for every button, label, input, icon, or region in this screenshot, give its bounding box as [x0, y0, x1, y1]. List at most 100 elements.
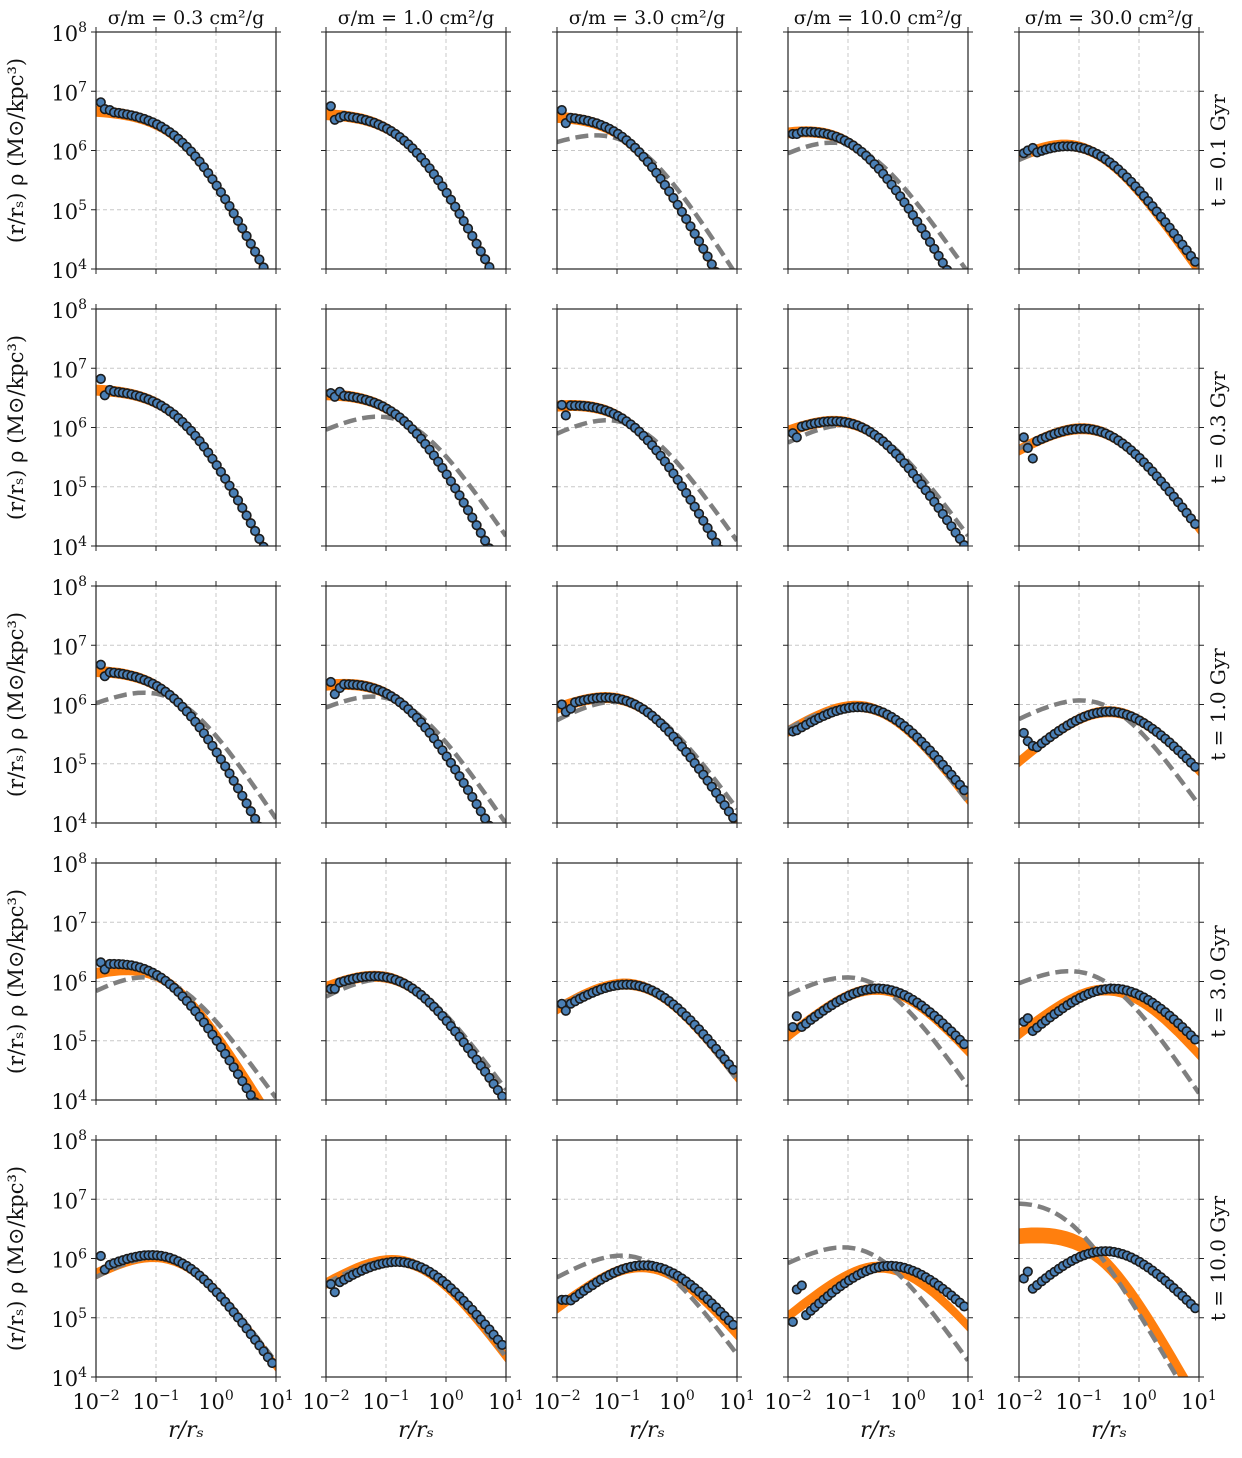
panel-frame	[556, 1139, 738, 1378]
data-point	[494, 836, 503, 845]
data-point	[268, 1127, 277, 1136]
data-point	[557, 399, 567, 411]
y-tick-label-exponent: 7	[78, 910, 87, 926]
data-point	[256, 821, 263, 823]
data-point	[1190, 518, 1199, 530]
data-point	[220, 761, 231, 772]
x-tick-label-base: 10	[533, 1390, 560, 1414]
panel-r1-c2	[321, 27, 511, 280]
x-tick-label: 100	[198, 1388, 234, 1414]
y-tick-label-base: 10	[51, 813, 78, 837]
data-point	[959, 785, 968, 796]
x-axis-label: r/rₛ	[860, 1418, 896, 1443]
y-tick-label-base: 10	[51, 1308, 78, 1332]
orange-band	[326, 678, 492, 823]
data-point	[245, 518, 256, 529]
data-point	[484, 262, 495, 269]
data-point	[676, 206, 688, 217]
y-tick-label-exponent: 5	[78, 198, 87, 214]
y-tick-label-base: 10	[51, 1090, 78, 1114]
x-tick-label: 101	[950, 1388, 986, 1414]
y-tick-label-exponent: 8	[78, 574, 87, 590]
x-tick-label: 10−1	[593, 1388, 640, 1414]
panel-data	[788, 1245, 968, 1362]
data-point	[237, 223, 248, 234]
data-point	[475, 527, 486, 539]
panel-data	[1019, 139, 1199, 269]
y-axis-label: (r/rₛ) ρ (M⊙/kpc³)	[4, 58, 28, 243]
data-point	[264, 551, 273, 560]
data-point	[467, 230, 478, 242]
y-tick-label-exponent: 4	[78, 257, 87, 273]
data-point	[224, 480, 235, 491]
x-tick-label-base: 10	[950, 1390, 977, 1414]
data-point	[96, 1250, 106, 1262]
data-point	[232, 495, 244, 506]
data-point	[96, 373, 106, 384]
y-tick-label-exponent: 7	[78, 633, 87, 649]
data-point	[1190, 761, 1199, 772]
data-point	[232, 215, 244, 226]
data-point	[258, 541, 269, 546]
data-point	[702, 251, 713, 262]
data-point	[728, 1064, 737, 1075]
panel-data	[788, 126, 968, 269]
panel-data	[557, 978, 737, 1084]
x-axis-label: r/rₛ	[398, 1418, 434, 1443]
y-axis-label: (r/rₛ) ρ (M⊙/kpc³)	[4, 1166, 28, 1351]
data-point	[1019, 432, 1029, 443]
data-point	[329, 1287, 340, 1298]
data-point	[725, 292, 734, 301]
panel-r3-c4	[783, 581, 973, 828]
x-tick-label-base: 10	[362, 1390, 389, 1414]
data-point	[255, 1105, 264, 1114]
y-tick-label: 104	[51, 534, 87, 560]
x-tick-label-base: 10	[132, 1390, 159, 1414]
panel-data	[96, 1249, 276, 1373]
data-point	[224, 768, 235, 779]
data-point	[250, 246, 261, 257]
x-tick-label-exponent: −2	[560, 1388, 581, 1404]
grey-dashed-line	[788, 1245, 968, 1362]
x-tick-label-exponent: −2	[329, 1388, 350, 1404]
data-point	[96, 659, 106, 670]
y-tick-label: 107	[51, 79, 87, 105]
y-tick-label-base: 10	[51, 972, 78, 996]
grey-dashed-line	[1019, 425, 1199, 533]
panel-frame	[556, 308, 738, 547]
data-point	[245, 806, 256, 817]
y-tick-label: 106	[51, 416, 87, 442]
panel-data	[1019, 1201, 1199, 1377]
x-tick-label-base: 10	[764, 1390, 791, 1414]
x-tick-label: 10−1	[362, 1388, 409, 1414]
data-point	[259, 830, 268, 839]
data-point	[489, 271, 498, 280]
x-tick-label-exponent: −2	[1022, 1388, 1043, 1404]
x-tick-label: 101	[719, 1388, 755, 1414]
panel-data	[1019, 698, 1199, 807]
y-tick-label-base: 10	[51, 695, 78, 719]
y-tick-label: 107	[51, 910, 87, 936]
x-tick-label-base: 10	[890, 1390, 917, 1414]
panel-r3-c3	[552, 581, 742, 828]
data-point	[728, 1319, 737, 1330]
data-point	[254, 254, 265, 265]
data-point	[494, 560, 503, 569]
data-point	[716, 276, 725, 285]
panel-data	[96, 659, 276, 839]
data-point	[728, 812, 737, 823]
y-tick-label: 105	[51, 752, 87, 778]
panel-data	[557, 692, 737, 823]
data-point	[702, 522, 713, 534]
data-point	[788, 1022, 798, 1033]
panel-r2-c3	[552, 304, 742, 551]
panel-data	[326, 676, 506, 845]
x-tick-label: 10−2	[533, 1388, 580, 1414]
y-tick-label-exponent: 8	[78, 1128, 87, 1144]
data-point	[245, 1090, 256, 1100]
data-point	[1027, 453, 1038, 464]
y-tick-label-exponent: 4	[78, 811, 87, 827]
